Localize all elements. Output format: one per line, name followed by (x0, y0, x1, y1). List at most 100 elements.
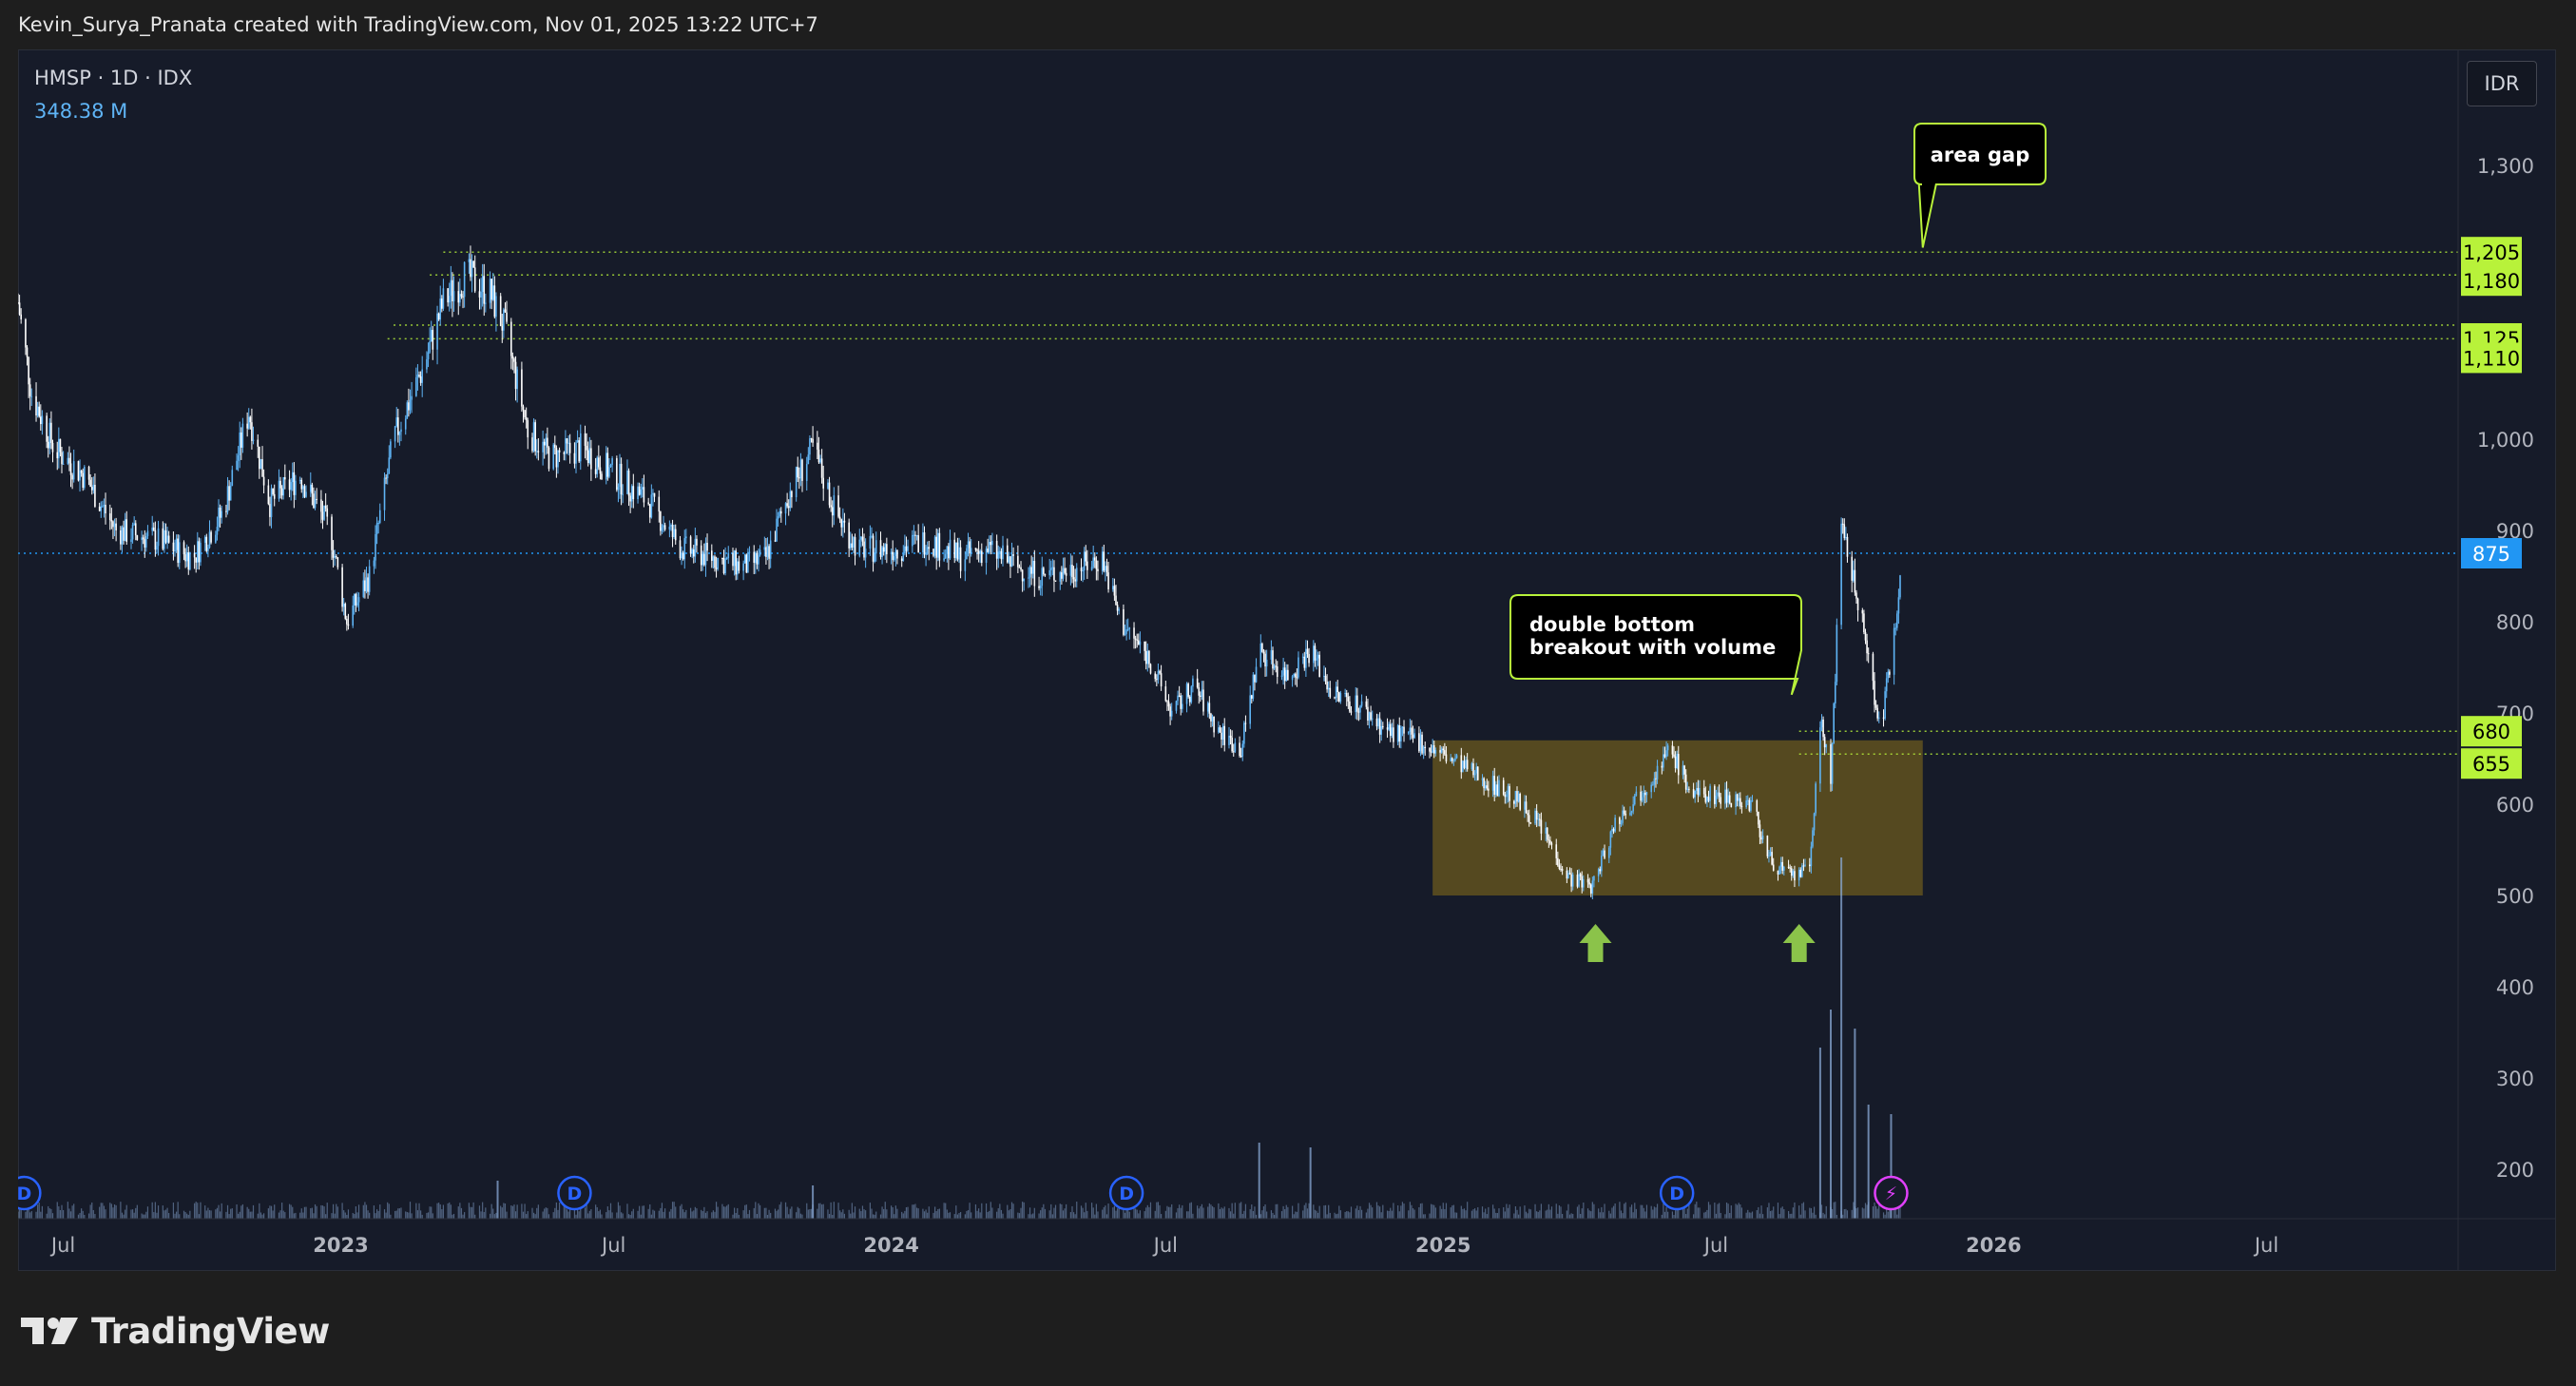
candle-body (837, 495, 839, 517)
candle-body (890, 551, 893, 555)
volume-bar (738, 1214, 740, 1219)
volume-bar (554, 1207, 556, 1219)
candle-body (1820, 719, 1823, 728)
candle-body (302, 486, 304, 490)
currency-button[interactable]: IDR (2467, 61, 2537, 106)
candle-body (133, 523, 135, 525)
candle-body (166, 535, 168, 543)
candle-body (1566, 870, 1568, 879)
volume-bar (323, 1206, 325, 1219)
volume-bar (913, 1204, 914, 1219)
volume-bar (946, 1209, 948, 1219)
dividend-marker[interactable]: D (557, 1175, 592, 1211)
volume-bar (796, 1212, 798, 1219)
volume-bar (343, 1210, 345, 1219)
candle-body (1403, 726, 1405, 734)
volume-bar (397, 1208, 399, 1219)
candle-body (594, 469, 597, 474)
volume-bar (236, 1203, 238, 1219)
tradingview-logo[interactable]: TradingView (19, 1304, 330, 1357)
volume-bar (1200, 1205, 1201, 1219)
candle-body (77, 461, 80, 481)
volume-bar (1897, 1206, 1899, 1219)
volume-bar (1050, 1203, 1052, 1219)
volume-bar (1536, 1211, 1538, 1219)
candle-body (1777, 870, 1779, 875)
candle-body (239, 432, 241, 456)
candle-body (935, 536, 937, 558)
dividend-marker[interactable]: D (18, 1175, 42, 1211)
volume-bar (1791, 1213, 1793, 1219)
chart-frame[interactable] (18, 49, 2556, 1271)
dividend-marker[interactable]: D (1108, 1175, 1144, 1211)
volume-bar (1313, 1204, 1315, 1219)
volume-bar (843, 1213, 846, 1219)
candle-body (990, 542, 992, 546)
volume-bar (704, 1212, 707, 1219)
candle-body (660, 511, 662, 531)
candle-body (1513, 800, 1515, 804)
volume-bar (1704, 1211, 1706, 1219)
volume-bar (1455, 1212, 1458, 1219)
candle-body (991, 540, 993, 546)
volume-bar (1599, 1212, 1601, 1219)
candle-body (394, 426, 396, 442)
time-tick-label: Jul (49, 1234, 75, 1257)
volume-bar (599, 1209, 601, 1219)
volume-bar (1444, 1208, 1446, 1219)
candle-body (493, 285, 496, 318)
candle-body (1502, 780, 1505, 795)
candle-body (748, 551, 751, 553)
volume-bar (1773, 1206, 1775, 1219)
candle-body (269, 504, 271, 517)
volume-bar (1655, 1207, 1657, 1219)
candle-body (87, 467, 90, 480)
candle-body (833, 495, 836, 516)
volume-bar (1059, 1203, 1061, 1219)
volume-bar (225, 1211, 227, 1219)
candle-body (489, 279, 491, 303)
symbol-legend[interactable]: HMSP · 1D · IDX (34, 67, 193, 89)
volume-bar (1525, 1211, 1528, 1219)
candle-body (1509, 786, 1510, 801)
volume-spike (1854, 1029, 1856, 1219)
candle-body (653, 492, 656, 497)
volume-bar (863, 1209, 865, 1219)
candle-body (1249, 695, 1251, 724)
candle-body (1507, 786, 1509, 795)
volume-bar (1222, 1208, 1224, 1219)
candle-body (356, 602, 358, 606)
candle-body (717, 557, 719, 569)
event-marker[interactable]: ⚡ (1874, 1175, 1909, 1211)
candle-body (743, 554, 746, 564)
candle-body (759, 549, 761, 556)
candle-body (673, 529, 675, 538)
volume-bar (1799, 1214, 1801, 1219)
volume-bar (1824, 1214, 1826, 1219)
volume-bar (131, 1209, 134, 1219)
level-price-label (2461, 716, 2522, 747)
volume-bar (858, 1208, 860, 1219)
candle-body (1031, 560, 1034, 574)
candle-body (1065, 572, 1067, 576)
candle-body (92, 484, 95, 491)
volume-bar (1334, 1212, 1336, 1219)
candle-body (976, 549, 978, 551)
candle-body (1303, 656, 1306, 668)
candle-body (69, 463, 72, 475)
candle-body (1856, 598, 1859, 610)
volume-bar (347, 1209, 350, 1219)
candle-body (1882, 717, 1885, 719)
dividend-marker[interactable]: D (1659, 1175, 1695, 1211)
volume-bar (300, 1208, 302, 1219)
candle-body (1460, 755, 1463, 773)
volume-bar (1598, 1208, 1600, 1219)
candle-body (1843, 524, 1846, 539)
candle-body (448, 296, 451, 303)
volume-bar (1038, 1213, 1040, 1219)
volume-bar (1473, 1208, 1476, 1219)
candle-body (1023, 578, 1026, 582)
candle-body (1841, 523, 1844, 525)
volume-bar (768, 1209, 770, 1219)
